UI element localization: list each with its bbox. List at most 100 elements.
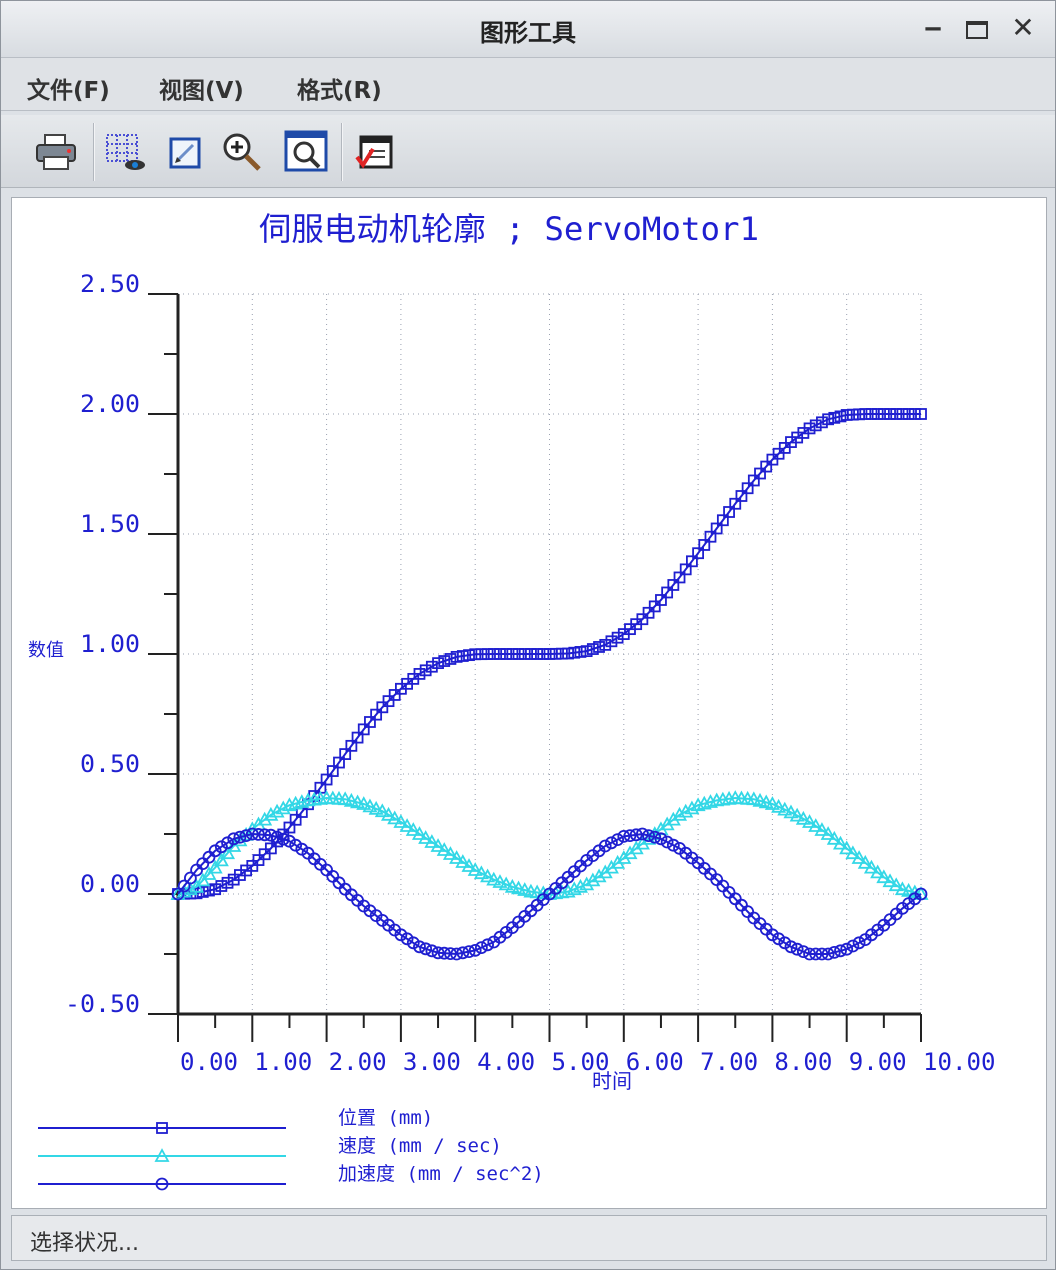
data-point (239, 829, 253, 842)
y-tick-label: 2.00 (80, 390, 140, 418)
data-point (752, 792, 768, 807)
data-point (747, 474, 760, 487)
x-tick-label: 9.00 (849, 1048, 907, 1076)
data-point (593, 641, 605, 653)
x-tick-label: 2.00 (329, 1048, 387, 1076)
minimize-button[interactable]: ‒ (923, 13, 943, 43)
data-point (654, 832, 668, 846)
chart-svg: -0.50 0.00 0.50 1.00 1.50 2.00 2.50 0.00 1.00 2.0… (28, 210, 996, 1191)
data-point (500, 648, 513, 660)
zoom-in-button[interactable] (219, 129, 265, 175)
data-point (915, 408, 927, 420)
data-point (436, 842, 452, 856)
y-tick-label: 0.00 (80, 870, 140, 898)
data-point (846, 408, 859, 421)
data-point (480, 868, 496, 883)
data-point (777, 801, 793, 816)
data-point (808, 818, 824, 832)
close-button[interactable]: ✕ (1011, 11, 1035, 44)
grid-view-button[interactable] (103, 129, 149, 175)
data-point (642, 829, 655, 842)
data-point (820, 826, 836, 840)
data-point (894, 881, 910, 896)
data-point (853, 408, 865, 421)
data-point (221, 876, 234, 889)
x-tick-label: 8.00 (774, 1048, 832, 1076)
data-point (871, 408, 884, 420)
data-point (802, 814, 818, 828)
y-axis-label: 数值 (28, 640, 64, 661)
x-tick-label: 0.00 (180, 1048, 238, 1076)
data-point (790, 942, 804, 956)
data-point (537, 648, 550, 660)
data-point (245, 827, 259, 841)
x-tick-label: 6.00 (626, 1048, 684, 1076)
data-point (629, 828, 643, 842)
data-point (387, 810, 403, 825)
series-square (172, 408, 927, 900)
data-point (857, 854, 873, 869)
data-point (877, 408, 890, 420)
print-button[interactable] (33, 129, 79, 175)
data-point (190, 887, 203, 900)
data-point (574, 646, 587, 658)
maximize-icon (966, 21, 988, 39)
edit-graph-button[interactable] (163, 129, 209, 175)
data-point (425, 944, 439, 958)
data-point (716, 514, 729, 527)
data-point (884, 408, 896, 420)
data-point (599, 638, 612, 651)
data-point (411, 826, 427, 840)
data-point (474, 941, 488, 954)
data-point (816, 416, 828, 429)
data-point (796, 945, 810, 958)
data-point (343, 792, 359, 807)
data-point (498, 876, 514, 891)
data-point (678, 803, 694, 818)
data-point (264, 828, 278, 842)
data-point (345, 739, 358, 752)
data-point (648, 600, 661, 613)
data-point (326, 765, 339, 777)
toolbar (1, 115, 1055, 188)
data-point (598, 839, 612, 853)
data-point (337, 791, 353, 806)
series-line (177, 832, 922, 956)
data-point (814, 822, 830, 836)
menu-file[interactable]: 文件(F) (27, 78, 110, 104)
export-button[interactable] (351, 129, 397, 175)
data-point (424, 834, 440, 848)
data-point (469, 648, 482, 661)
menu-format[interactable]: 格式(R) (297, 78, 382, 104)
data-point (901, 882, 917, 897)
data-point (481, 648, 494, 660)
data-point (463, 649, 475, 662)
data-point (437, 946, 451, 960)
data-point (376, 701, 389, 714)
data-point (531, 648, 544, 660)
data-point (233, 830, 247, 844)
window-title: 图形工具 (480, 19, 576, 47)
data-point (882, 873, 898, 888)
data-point (827, 946, 841, 959)
data-point (846, 939, 860, 953)
menu-view[interactable]: 视图(V) (159, 78, 244, 104)
data-point (450, 650, 463, 663)
data-point (155, 1177, 169, 1191)
data-point (863, 859, 879, 874)
zoom-fit-button[interactable] (283, 129, 329, 175)
data-point (333, 756, 345, 769)
export-icon (355, 135, 393, 169)
data-point (263, 806, 279, 821)
data-point (666, 838, 680, 852)
data-point (760, 460, 773, 473)
data-point (840, 409, 853, 421)
data-point (183, 871, 197, 885)
data-point (399, 818, 415, 832)
maximize-button[interactable] (961, 11, 993, 45)
data-point (902, 408, 915, 420)
data-point (492, 874, 508, 888)
edit-graph-icon (169, 137, 201, 169)
data-point (374, 803, 390, 818)
